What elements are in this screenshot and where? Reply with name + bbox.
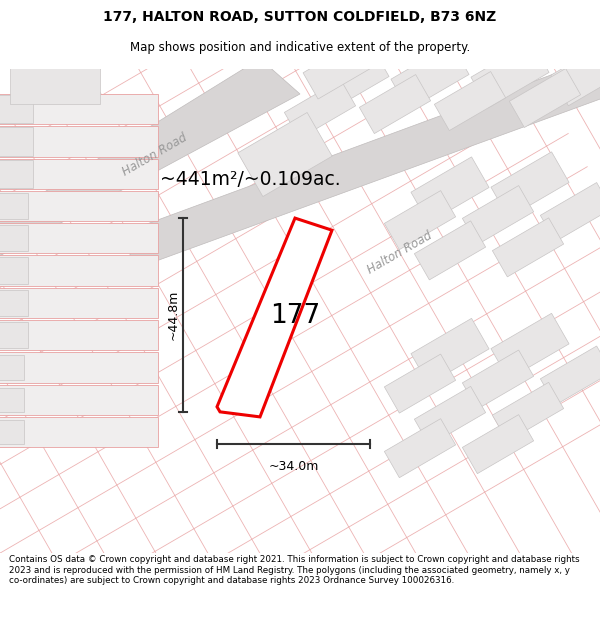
Text: ~34.0m: ~34.0m: [268, 460, 319, 473]
Text: Contains OS data © Crown copyright and database right 2021. This information is : Contains OS data © Crown copyright and d…: [9, 555, 580, 585]
Polygon shape: [541, 346, 600, 405]
Polygon shape: [385, 419, 455, 478]
Polygon shape: [0, 388, 24, 412]
Polygon shape: [411, 157, 489, 222]
Polygon shape: [10, 68, 100, 104]
Polygon shape: [0, 420, 24, 444]
Polygon shape: [415, 386, 485, 446]
Polygon shape: [491, 152, 569, 218]
Text: ~441m²/~0.109ac.: ~441m²/~0.109ac.: [160, 170, 341, 189]
Polygon shape: [463, 414, 533, 474]
Polygon shape: [493, 382, 563, 441]
Text: Halton Road: Halton Road: [121, 131, 190, 178]
Polygon shape: [130, 39, 600, 271]
Text: 177: 177: [270, 303, 320, 329]
Polygon shape: [0, 159, 157, 189]
Polygon shape: [238, 112, 332, 196]
Polygon shape: [0, 352, 157, 382]
Polygon shape: [303, 39, 377, 99]
Polygon shape: [415, 221, 485, 280]
Polygon shape: [0, 94, 157, 124]
Polygon shape: [551, 40, 600, 106]
Polygon shape: [0, 126, 157, 156]
Text: 177, HALTON ROAD, SUTTON COLDFIELD, B73 6NZ: 177, HALTON ROAD, SUTTON COLDFIELD, B73 …: [103, 10, 497, 24]
Polygon shape: [0, 384, 157, 415]
Polygon shape: [0, 290, 28, 316]
Polygon shape: [0, 256, 157, 286]
Text: ~44.8m: ~44.8m: [167, 290, 179, 340]
Polygon shape: [391, 44, 469, 110]
Polygon shape: [0, 225, 28, 251]
Polygon shape: [0, 193, 28, 219]
Polygon shape: [0, 322, 28, 348]
Polygon shape: [0, 320, 157, 350]
Polygon shape: [0, 159, 32, 188]
Polygon shape: [493, 218, 563, 277]
Polygon shape: [311, 46, 389, 112]
Polygon shape: [0, 223, 157, 253]
Polygon shape: [284, 79, 356, 139]
Polygon shape: [0, 417, 157, 447]
Polygon shape: [509, 69, 581, 128]
Polygon shape: [541, 182, 600, 241]
Text: Map shows position and indicative extent of the property.: Map shows position and indicative extent…: [130, 41, 470, 54]
Polygon shape: [434, 71, 506, 131]
Polygon shape: [0, 191, 157, 221]
Polygon shape: [471, 42, 549, 107]
Polygon shape: [0, 356, 24, 379]
Polygon shape: [0, 127, 32, 156]
Polygon shape: [385, 354, 455, 413]
Text: Halton Road: Halton Road: [365, 229, 434, 276]
Polygon shape: [359, 74, 431, 134]
Polygon shape: [411, 318, 489, 384]
Polygon shape: [0, 59, 300, 282]
Polygon shape: [463, 350, 533, 409]
Polygon shape: [0, 258, 28, 284]
Polygon shape: [0, 288, 157, 318]
Polygon shape: [463, 186, 533, 244]
Polygon shape: [385, 191, 455, 249]
Polygon shape: [0, 95, 32, 123]
Polygon shape: [217, 218, 332, 417]
Polygon shape: [491, 313, 569, 379]
